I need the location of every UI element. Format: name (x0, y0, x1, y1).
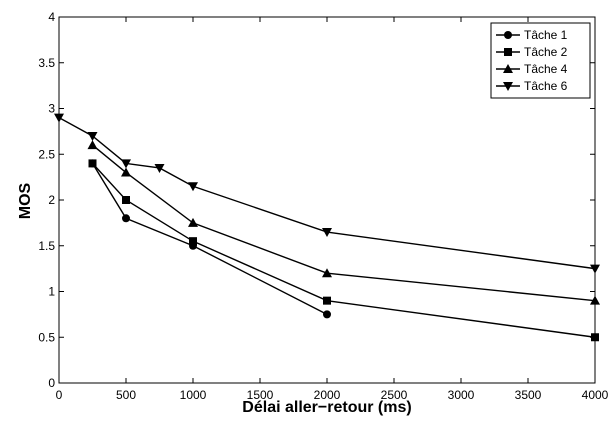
y-tick-label: 2 (48, 193, 55, 207)
y-tick-label: 1.5 (38, 239, 55, 253)
x-tick-label: 3000 (448, 388, 475, 402)
y-tick-label: 1 (48, 285, 55, 299)
x-tick-label: 0 (56, 388, 63, 402)
data-point (323, 310, 331, 319)
y-tick-label: 4 (48, 10, 55, 24)
legend-label: Tâche 6 (524, 79, 568, 93)
series-layer (54, 113, 600, 342)
data-point (122, 214, 130, 223)
x-tick-label: 1500 (247, 388, 274, 402)
data-point (122, 196, 130, 204)
data-point (189, 237, 197, 246)
y-tick-label: 0 (48, 376, 55, 390)
legend-marker (504, 48, 512, 56)
data-point (87, 131, 98, 141)
legend-label: Tâche 2 (524, 45, 568, 59)
data-point (188, 182, 198, 192)
y-tick-label: 2.5 (38, 147, 55, 161)
axes: 0 500 1000 1500 2000 2500 3000 3500 4000 0 0.5 1 1.5… (38, 10, 608, 402)
legend-label: Tâche 1 (524, 28, 568, 42)
data-point (323, 296, 331, 305)
x-tick-label: 500 (116, 388, 136, 402)
y-tick-label: 3 (48, 102, 55, 116)
axes-frame (58, 16, 596, 384)
series-3 (87, 140, 600, 305)
x-tick-label: 4000 (582, 388, 609, 402)
data-point (121, 159, 131, 169)
data-point (87, 140, 98, 150)
y-tick-label: 3.5 (38, 56, 55, 70)
data-point (322, 228, 332, 238)
x-tick-label: 3500 (515, 388, 542, 402)
legend: Tâche 1 Tâche 2 Tâche 4 Tâche 6 (490, 22, 591, 99)
x-tick-label: 1000 (180, 388, 207, 402)
legend-marker (503, 64, 513, 73)
y-axis-title: MOS (17, 182, 34, 219)
y-tick-label: 0.5 (38, 330, 55, 344)
data-point (188, 217, 198, 227)
legend-marker (504, 31, 512, 39)
x-axis-title: Délai aller−retour (ms) (242, 399, 411, 416)
data-point (154, 163, 165, 173)
data-point (121, 167, 131, 177)
legend-label: Tâche 4 (524, 62, 568, 76)
series-line (91, 163, 328, 315)
legend-marker (503, 82, 513, 91)
data-point (322, 268, 332, 278)
series-4 (54, 113, 600, 274)
data-point (88, 159, 97, 168)
x-tick-label: 2000 (314, 388, 341, 402)
x-tick-label: 2500 (381, 388, 408, 402)
